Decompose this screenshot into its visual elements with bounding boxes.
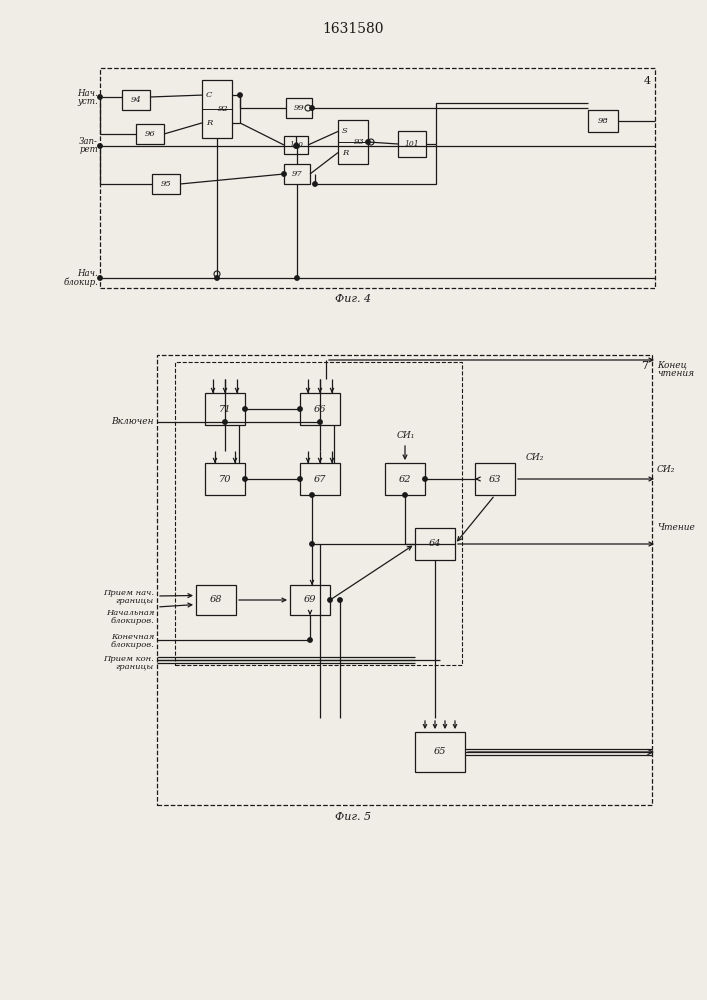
- Bar: [415, 732, 465, 772]
- Text: C: C: [206, 91, 212, 99]
- Text: СИ₂: СИ₂: [526, 452, 544, 462]
- Circle shape: [338, 598, 342, 602]
- Circle shape: [98, 276, 103, 280]
- Text: S: S: [342, 127, 348, 135]
- Bar: [100, 68, 655, 288]
- Bar: [284, 136, 308, 154]
- Text: границы: границы: [116, 597, 154, 605]
- Bar: [300, 463, 340, 495]
- Bar: [284, 164, 310, 184]
- Text: 4: 4: [644, 76, 651, 86]
- Circle shape: [215, 276, 219, 280]
- Circle shape: [298, 477, 302, 481]
- Bar: [385, 463, 425, 495]
- Circle shape: [310, 542, 314, 546]
- Text: 1631580: 1631580: [322, 22, 384, 36]
- Text: 92: 92: [217, 105, 228, 113]
- Text: Прием нач.: Прием нач.: [103, 589, 154, 597]
- Text: Включен: Включен: [112, 418, 154, 426]
- Text: границы: границы: [116, 663, 154, 671]
- Text: 62: 62: [399, 475, 411, 484]
- Text: СИ₁: СИ₁: [397, 431, 415, 440]
- Bar: [300, 393, 340, 425]
- Text: 64: 64: [428, 540, 441, 548]
- Circle shape: [403, 493, 407, 497]
- Circle shape: [310, 106, 314, 110]
- Text: 70: 70: [218, 475, 231, 484]
- Bar: [196, 585, 236, 615]
- Text: 96: 96: [145, 130, 156, 138]
- Text: рет: рет: [79, 145, 98, 154]
- Text: блокиров.: блокиров.: [110, 641, 154, 649]
- Bar: [136, 124, 164, 144]
- Text: 7: 7: [641, 361, 648, 371]
- Text: 95: 95: [160, 180, 171, 188]
- Text: 63: 63: [489, 475, 501, 484]
- Circle shape: [366, 140, 370, 144]
- Circle shape: [98, 144, 103, 148]
- Text: 101: 101: [404, 140, 419, 148]
- Circle shape: [295, 144, 299, 148]
- Text: блокир.: блокир.: [63, 277, 98, 287]
- Text: Зап-: Зап-: [79, 137, 98, 146]
- Text: 65: 65: [434, 748, 446, 756]
- Text: 99: 99: [293, 104, 305, 112]
- Bar: [475, 463, 515, 495]
- Bar: [122, 90, 150, 110]
- Text: 69: 69: [304, 595, 316, 604]
- Bar: [338, 120, 368, 164]
- Text: 66: 66: [314, 404, 326, 414]
- Text: 94: 94: [131, 96, 141, 104]
- Circle shape: [243, 477, 247, 481]
- Circle shape: [243, 407, 247, 411]
- Circle shape: [318, 420, 322, 424]
- Text: уст.: уст.: [77, 97, 98, 105]
- Circle shape: [298, 407, 302, 411]
- Bar: [588, 110, 618, 132]
- Text: Прием кон.: Прием кон.: [103, 655, 154, 663]
- Text: Чтение: Чтение: [657, 524, 695, 532]
- Circle shape: [312, 182, 317, 186]
- Bar: [152, 174, 180, 194]
- Circle shape: [223, 420, 227, 424]
- Circle shape: [423, 477, 427, 481]
- Text: Нач.: Нач.: [77, 269, 98, 278]
- Text: Начальная: Начальная: [105, 609, 154, 617]
- Circle shape: [98, 95, 103, 99]
- Text: СИ₂: СИ₂: [657, 466, 675, 475]
- Bar: [286, 98, 312, 118]
- Text: Конец: Конец: [657, 360, 687, 369]
- Bar: [157, 355, 652, 805]
- Circle shape: [328, 598, 332, 602]
- Text: 71: 71: [218, 404, 231, 414]
- Bar: [175, 362, 462, 665]
- Circle shape: [294, 144, 298, 148]
- Bar: [205, 393, 245, 425]
- Text: Нач.: Нач.: [77, 89, 98, 98]
- Text: 97: 97: [291, 170, 303, 178]
- Circle shape: [310, 493, 314, 497]
- Bar: [290, 585, 330, 615]
- Circle shape: [308, 638, 312, 642]
- Bar: [202, 80, 232, 138]
- Text: 67: 67: [314, 475, 326, 484]
- Text: 100: 100: [289, 141, 303, 149]
- Circle shape: [295, 276, 299, 280]
- Text: Фиг. 5: Фиг. 5: [335, 812, 371, 822]
- Text: чтения: чтения: [657, 368, 694, 377]
- Text: блокиров.: блокиров.: [110, 617, 154, 625]
- Bar: [205, 463, 245, 495]
- Text: Конечная: Конечная: [111, 633, 154, 641]
- Text: R: R: [342, 149, 349, 157]
- Circle shape: [238, 93, 243, 97]
- Text: 68: 68: [210, 595, 222, 604]
- Bar: [415, 528, 455, 560]
- Circle shape: [282, 172, 286, 176]
- Text: R: R: [206, 119, 212, 127]
- Text: 93: 93: [354, 138, 364, 146]
- Text: Фиг. 4: Фиг. 4: [335, 294, 371, 304]
- Bar: [398, 131, 426, 157]
- Text: 98: 98: [597, 117, 609, 125]
